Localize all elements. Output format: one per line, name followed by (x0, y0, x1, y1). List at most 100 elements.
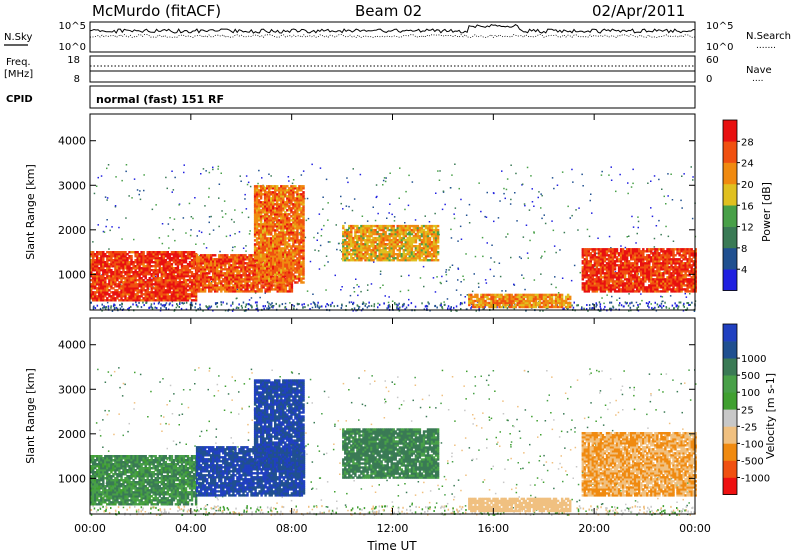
echo-cell (90, 253, 93, 256)
echo-cell (292, 185, 295, 188)
near-range-point (378, 303, 381, 306)
scatter-point (384, 295, 386, 297)
echo-cell (126, 257, 129, 260)
echo-cell (160, 291, 164, 294)
echo-cell (270, 286, 273, 289)
echo-cell (114, 283, 117, 286)
echo-cell (298, 201, 301, 204)
echo-cell (132, 265, 135, 268)
echo-cell (134, 251, 137, 254)
echo-cell (282, 286, 286, 289)
echo-cell (255, 267, 259, 270)
echo-cell (148, 273, 151, 276)
echo-cell (176, 263, 180, 266)
echo-cell (290, 269, 293, 272)
echo-cell (182, 273, 186, 276)
echo-cell (228, 272, 231, 275)
near-range-point (330, 303, 332, 306)
echo-cell (252, 282, 255, 285)
echo-cell (100, 255, 103, 258)
near-range-point (168, 303, 171, 306)
echo-cell (298, 265, 301, 268)
echo-cell (210, 266, 213, 269)
echo-cell (257, 225, 261, 228)
echo-cell (220, 258, 223, 261)
echo-cell (272, 277, 275, 280)
scatter-point (653, 237, 656, 240)
echo-cell (146, 253, 149, 256)
echo-cell (266, 247, 269, 250)
echo-cell (276, 277, 279, 280)
echo-cell (266, 257, 269, 260)
echo-cell (276, 203, 279, 206)
echo-cell (358, 245, 361, 248)
echo-cell (170, 297, 174, 300)
echo-cell (186, 253, 190, 256)
echo-cell (199, 284, 203, 287)
echo-cell (288, 219, 291, 222)
scatter-point (208, 196, 210, 198)
echo-cell (290, 286, 294, 289)
echo-cell (276, 225, 279, 228)
echo-cell (348, 232, 351, 236)
echo-cell (274, 203, 277, 206)
scatter-point (234, 246, 236, 248)
echo-cell (144, 273, 147, 276)
echo-cell (282, 265, 285, 268)
echo-cell (192, 283, 196, 286)
echo-cell (280, 271, 283, 274)
echo-cell (102, 269, 105, 272)
echo-cell (274, 273, 277, 276)
echo-cell (282, 237, 285, 240)
echo-cell (378, 257, 381, 260)
echo-cell (410, 236, 414, 240)
echo-cell (396, 245, 399, 248)
scatter-point (120, 283, 122, 286)
echo-cell (266, 277, 269, 280)
echo-cell (94, 279, 97, 282)
echo-cell (298, 203, 301, 206)
echo-cell (290, 263, 293, 266)
echo-cell (122, 293, 125, 296)
scatter-point (450, 237, 453, 239)
echo-cell (100, 265, 103, 268)
echo-cell (272, 249, 275, 252)
echo-cell (368, 226, 371, 230)
echo-cell (386, 259, 389, 262)
echo-cell (94, 281, 97, 284)
echo-cell (374, 238, 377, 242)
echo-cell (166, 287, 170, 290)
echo-cell (252, 254, 255, 257)
echo-cell (130, 285, 133, 288)
near-range-point (396, 303, 398, 306)
echo-cell (292, 243, 295, 246)
echo-cell (280, 221, 283, 224)
echo-cell (404, 249, 408, 252)
echo-cell (120, 257, 123, 260)
scatter-point (221, 216, 224, 218)
echo-cell (404, 241, 408, 244)
scatter-point (161, 242, 164, 245)
echo-cell (292, 239, 295, 242)
echo-cell (257, 193, 261, 196)
echo-cell (284, 265, 287, 268)
echo-cell (300, 215, 303, 218)
near-range-point (330, 305, 332, 308)
echo-cell (250, 270, 253, 273)
near-range-point (654, 306, 656, 309)
echo-cell (276, 209, 279, 212)
echo-cell (144, 265, 147, 268)
echo-cell (152, 279, 155, 282)
echo-cell (259, 215, 263, 218)
echo-cell (168, 285, 172, 288)
scatter-point (540, 207, 542, 209)
echo-cell (276, 237, 279, 240)
echo-cell (428, 259, 432, 262)
echo-cell (284, 255, 287, 258)
echo-cell (94, 269, 97, 272)
echo-cell (102, 281, 105, 284)
echo-cell (160, 251, 164, 254)
echo-cell (146, 265, 149, 268)
scatter-point (552, 229, 555, 232)
echo-cell (300, 255, 303, 258)
